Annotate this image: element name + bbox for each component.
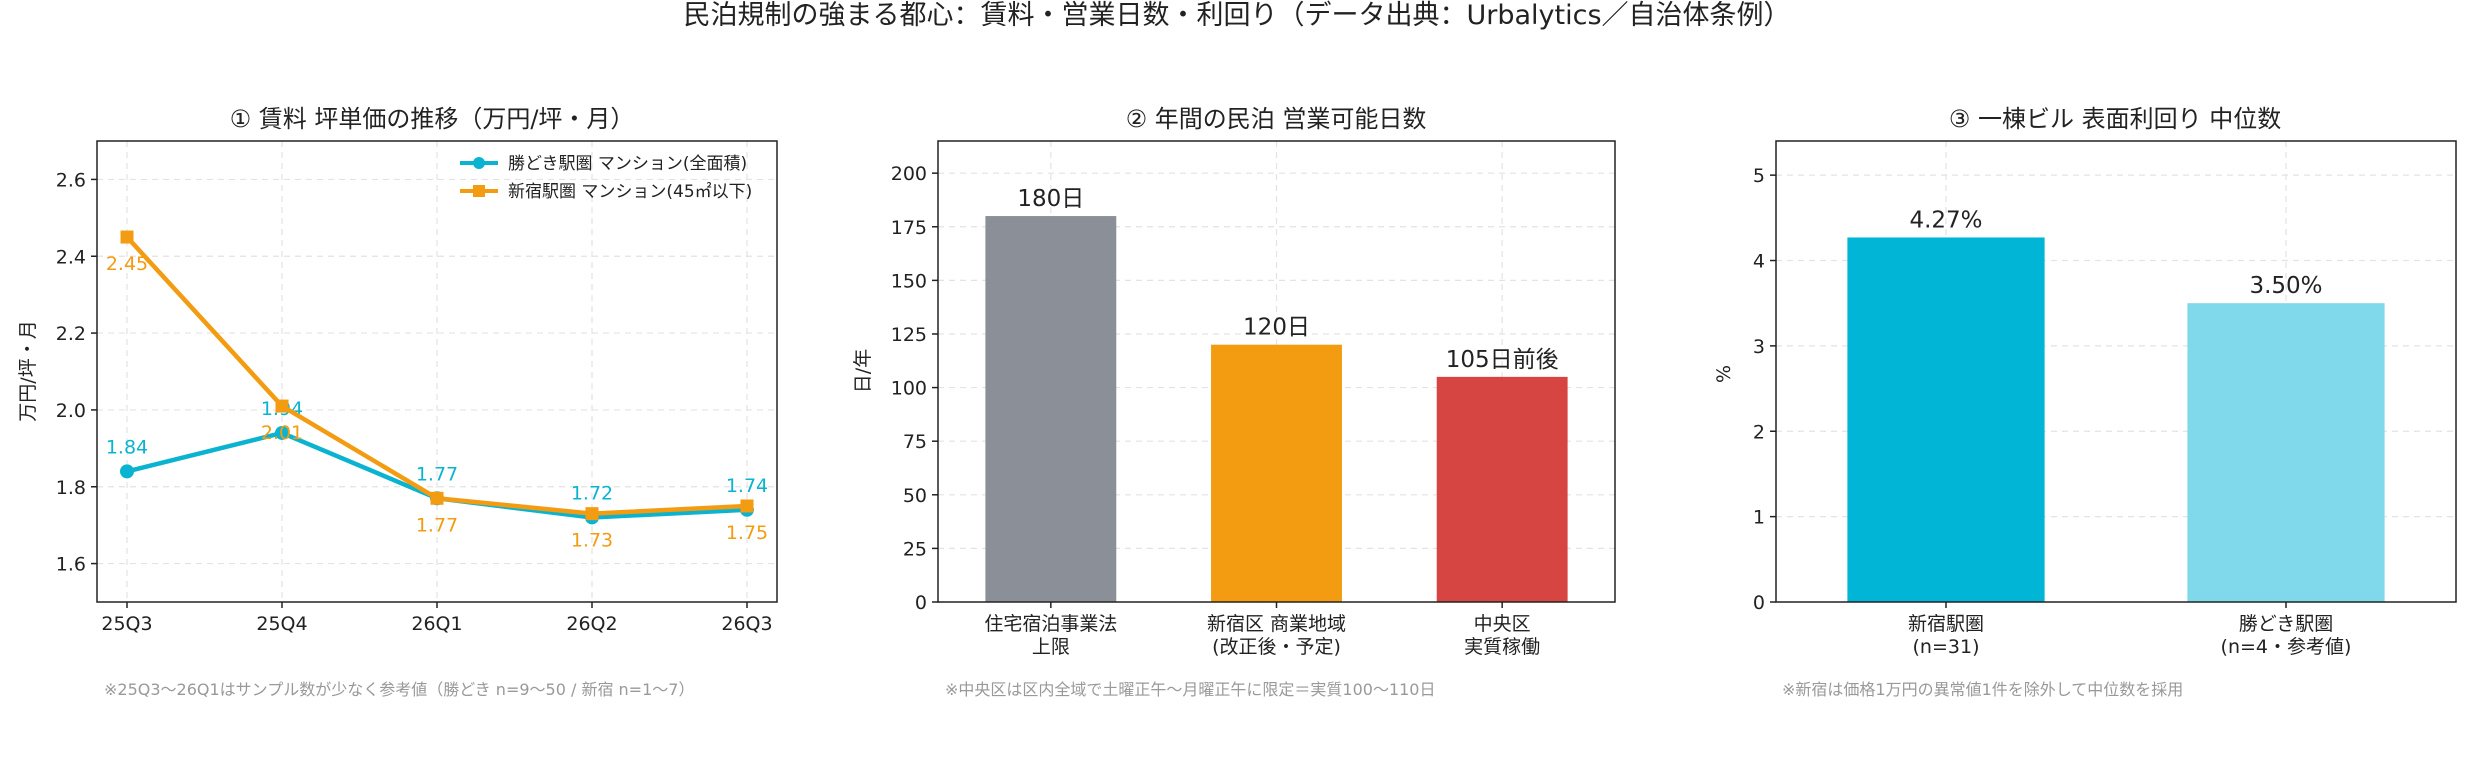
y-tick-label: 175 bbox=[891, 217, 927, 239]
panel-operating-days: ② 年間の民泊 営業可能日数 180日 120日 105日前後 0 25 50 75 100… bbox=[852, 105, 1616, 699]
y-tick-label: 25 bbox=[903, 538, 927, 560]
series-2-point bbox=[275, 399, 289, 413]
y-tick-label: 2.6 bbox=[56, 169, 86, 191]
y-tick-label: 2.4 bbox=[56, 246, 86, 268]
figure-suptitle: 民泊規制の強まる都心：賃料・営業日数・利回り（データ出典：Urbalytics／… bbox=[683, 0, 1790, 31]
series-1-point bbox=[275, 425, 289, 440]
y-tick-label: 3 bbox=[1753, 336, 1765, 358]
x-tick-label: 住宅宿泊事業法上限 bbox=[984, 613, 1117, 658]
y-tick-label: 2.2 bbox=[56, 323, 86, 345]
x-tick-label: 26Q1 bbox=[411, 613, 462, 635]
series-2-point bbox=[585, 507, 599, 521]
y-tick-label: 2 bbox=[1753, 421, 1765, 443]
y-axis: 0 1 2 3 4 5 bbox=[1753, 165, 1776, 614]
y-tick-label: 1 bbox=[1753, 507, 1765, 529]
data-label: 2.45 bbox=[106, 253, 148, 275]
chart-note: ※25Q3〜26Q1はサンプル数が少なく参考値（勝どき n=9〜50 / 新宿 … bbox=[104, 680, 694, 699]
y-tick-label: 150 bbox=[891, 270, 927, 292]
x-axis: 新宿駅圏(n=31) 勝どき駅圏(n=4・参考値) bbox=[1908, 602, 2351, 658]
y-tick-label: 2.0 bbox=[56, 400, 86, 422]
data-label: 1.72 bbox=[571, 482, 613, 504]
bars-layer: 180日 120日 105日前後 bbox=[985, 186, 1568, 602]
data-label: 1.84 bbox=[106, 436, 148, 458]
y-tick-label: 75 bbox=[903, 431, 927, 453]
y-tick-label: 4 bbox=[1753, 251, 1765, 273]
y-tick-label: 0 bbox=[1753, 592, 1765, 614]
y-tick-label: 0 bbox=[915, 592, 927, 614]
legend-label-series-1: 勝どき駅圏 マンション(全面積) bbox=[508, 154, 747, 174]
plot-frame bbox=[1775, 140, 2457, 603]
panel-gross-yield: ③ 一棟ビル 表面利回り 中位数 4.27% 3.50% 0 1 2 3 4 5 新宿駅圏(… bbox=[1713, 105, 2457, 699]
x-tick-label: 勝どき駅圏(n=4・参考値) bbox=[2221, 613, 2352, 658]
bar-value-label: 120日 bbox=[1243, 315, 1310, 341]
x-tick-label: 25Q3 bbox=[101, 613, 152, 635]
y-tick-label: 50 bbox=[903, 485, 927, 507]
y-axis-label: 日/年 bbox=[852, 349, 874, 393]
data-label: 1.77 bbox=[416, 514, 458, 536]
grid-layer bbox=[97, 141, 777, 602]
bar bbox=[985, 216, 1117, 602]
chart-title: ② 年間の民泊 営業可能日数 bbox=[1126, 105, 1427, 133]
x-tick-label: 26Q3 bbox=[721, 613, 772, 635]
data-label: 1.75 bbox=[726, 522, 768, 544]
data-label: 2.01 bbox=[261, 422, 303, 444]
series-1-point bbox=[120, 464, 134, 479]
bar bbox=[2187, 303, 2385, 602]
series-2-point bbox=[740, 499, 754, 513]
x-tick-label: 新宿駅圏(n=31) bbox=[1908, 613, 1984, 658]
y-axis: 0 25 50 75 100 125 150 175 200 bbox=[891, 163, 938, 614]
panel-rent-trend: ① 賃料 坪単価の推移（万円/坪・月） 1.6 1.8 2.0 2.2 2.4 2.6 2… bbox=[17, 105, 778, 699]
y-tick-label: 5 bbox=[1753, 165, 1765, 187]
bar bbox=[1211, 344, 1342, 602]
y-tick-label: 200 bbox=[891, 163, 927, 185]
x-tick-label: 25Q4 bbox=[256, 613, 307, 635]
series-2-point bbox=[120, 230, 134, 244]
series-layer: 1.841.941.771.721.742.452.011.771.731.75 bbox=[106, 230, 768, 552]
bar-value-label: 3.50% bbox=[2249, 273, 2322, 299]
data-label: 1.77 bbox=[416, 463, 458, 485]
data-label: 1.74 bbox=[726, 475, 768, 497]
y-tick-label: 100 bbox=[891, 378, 927, 400]
y-axis-label: 万円/坪・月 bbox=[17, 320, 39, 421]
legend: 勝どき駅圏 マンション(全面積) 新宿駅圏 マンション(45㎡以下) bbox=[460, 154, 752, 202]
y-tick-label: 1.6 bbox=[56, 554, 86, 576]
x-tick-label: 中央区実質稼働 bbox=[1464, 613, 1540, 658]
x-tick-label: 新宿区 商業地域(改正後・予定) bbox=[1207, 613, 1346, 658]
chart-note: ※中央区は区内全域で土曜正午〜月曜正午に限定＝実質100〜110日 bbox=[945, 680, 1436, 699]
x-axis: 25Q3 25Q4 26Q1 26Q2 26Q3 bbox=[101, 602, 773, 635]
bar-value-label: 4.27% bbox=[1909, 207, 1982, 233]
chart-title: ① 賃料 坪単価の推移（万円/坪・月） bbox=[230, 105, 635, 133]
bars-layer: 4.27% 3.50% bbox=[1847, 207, 2385, 603]
chart-note: ※新宿は価格1万円の異常値1件を除外して中位数を採用 bbox=[1782, 680, 2183, 699]
legend-marker-series-2 bbox=[473, 185, 485, 197]
bar-value-label: 105日前後 bbox=[1446, 347, 1559, 373]
y-tick-label: 125 bbox=[891, 324, 927, 346]
bar bbox=[1436, 376, 1568, 602]
y-axis-label: % bbox=[1713, 365, 1735, 383]
legend-label-series-2: 新宿駅圏 マンション(45㎡以下) bbox=[508, 182, 752, 202]
bar bbox=[1847, 237, 2045, 603]
x-tick-label: 26Q2 bbox=[566, 613, 617, 635]
bar-value-label: 180日 bbox=[1017, 186, 1084, 212]
y-axis: 1.6 1.8 2.0 2.2 2.4 2.6 bbox=[56, 169, 97, 576]
legend-marker-series-1 bbox=[473, 157, 485, 169]
data-label: 1.73 bbox=[571, 530, 613, 552]
series-2-point bbox=[430, 491, 444, 505]
chart-title: ③ 一棟ビル 表面利回り 中位数 bbox=[1949, 105, 2281, 133]
y-tick-label: 1.8 bbox=[56, 477, 86, 499]
x-axis: 住宅宿泊事業法上限 新宿区 商業地域(改正後・予定) 中央区実質稼働 bbox=[984, 602, 1540, 658]
